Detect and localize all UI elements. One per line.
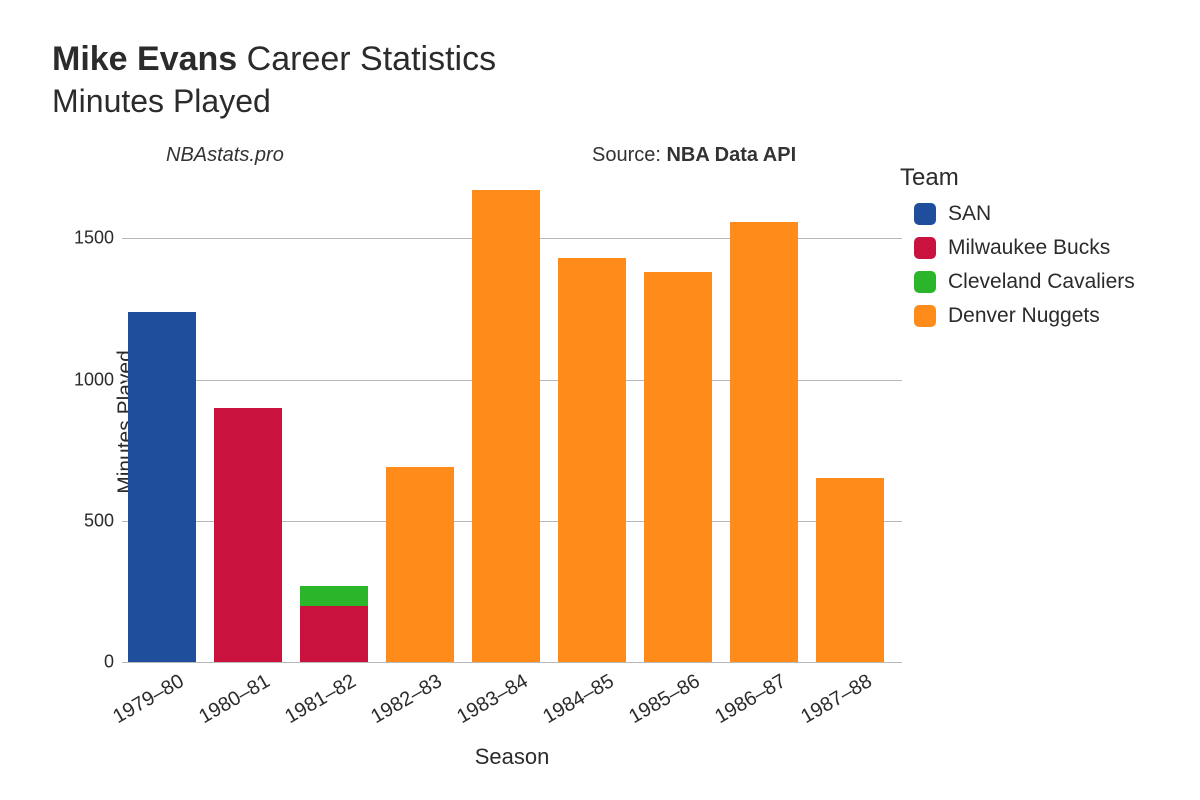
- chart-plot-area: Minutes Played 0500100015001979–801980–8…: [122, 182, 902, 662]
- x-tick-label: 1982–83: [367, 670, 446, 729]
- grid-line: [122, 662, 902, 663]
- bar-segment: [472, 190, 540, 662]
- source-prefix: Source:: [592, 144, 666, 166]
- legend-label: Cleveland Cavaliers: [948, 270, 1135, 294]
- legend-label: SAN: [948, 202, 991, 226]
- legend-swatch: [914, 203, 936, 225]
- source-name: NBA Data API: [666, 144, 796, 166]
- bar-segment: [300, 586, 368, 606]
- plot-surface: 0500100015001979–801980–811981–821982–83…: [122, 182, 902, 662]
- site-credit: NBAstats.pro: [166, 144, 284, 167]
- chart-container: Mike Evans Career Statistics Minutes Pla…: [0, 0, 1200, 800]
- legend-item: Denver Nuggets: [900, 304, 1135, 328]
- x-tick-label: 1986–87: [711, 670, 790, 729]
- x-tick-label: 1980–81: [195, 670, 274, 729]
- x-tick-label: 1984–85: [539, 670, 618, 729]
- y-tick-label: 0: [104, 652, 114, 673]
- legend-item: Cleveland Cavaliers: [900, 270, 1135, 294]
- bar-segment: [816, 478, 884, 662]
- legend-label: Denver Nuggets: [948, 304, 1100, 328]
- legend-item: SAN: [900, 202, 1135, 226]
- legend-title: Team: [900, 164, 1135, 192]
- bar-segment: [214, 408, 282, 662]
- x-tick-label: 1985–86: [625, 670, 704, 729]
- legend-swatch: [914, 305, 936, 327]
- x-tick-label: 1987–88: [797, 670, 876, 729]
- bar-segment: [128, 312, 196, 662]
- x-tick-label: 1981–82: [281, 670, 360, 729]
- y-tick-label: 500: [84, 510, 114, 531]
- x-tick-label: 1979–80: [109, 670, 188, 729]
- title-suffix: Career Statistics: [247, 40, 496, 78]
- title-player-name: Mike Evans: [52, 40, 237, 78]
- legend-item: Milwaukee Bucks: [900, 236, 1135, 260]
- legend-swatch: [914, 237, 936, 259]
- bar-segment: [644, 272, 712, 662]
- bar-segment: [300, 606, 368, 662]
- x-axis-title: Season: [475, 744, 550, 770]
- bar-segment: [386, 467, 454, 662]
- y-tick-label: 1000: [74, 369, 114, 390]
- bar-segment: [730, 222, 798, 662]
- y-tick-label: 1500: [74, 228, 114, 249]
- bar-segment: [558, 258, 626, 662]
- x-tick-label: 1983–84: [453, 670, 532, 729]
- source-credit: Source: NBA Data API: [592, 144, 796, 167]
- page-title-line1: Mike Evans Career Statistics: [52, 40, 1170, 79]
- page-title-line2: Minutes Played: [52, 83, 1170, 120]
- legend-swatch: [914, 271, 936, 293]
- legend: Team SAN Milwaukee Bucks Cleveland Cavalie…: [900, 164, 1135, 338]
- legend-label: Milwaukee Bucks: [948, 236, 1110, 260]
